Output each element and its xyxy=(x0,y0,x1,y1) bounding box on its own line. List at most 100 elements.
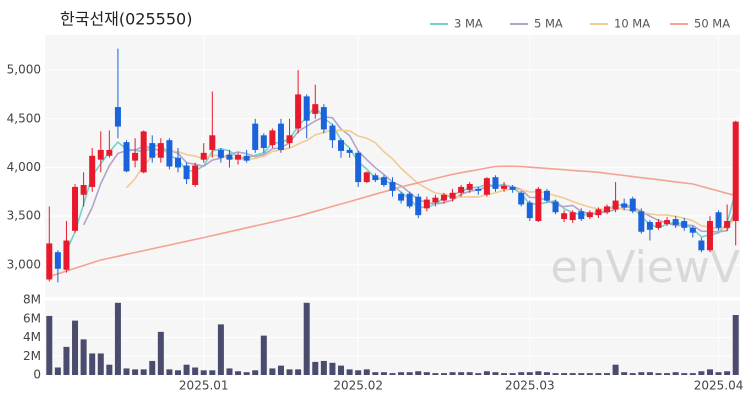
candle-body xyxy=(561,213,568,220)
volume-bar xyxy=(569,373,576,375)
candle-body xyxy=(97,149,104,160)
volume-bar xyxy=(458,372,465,375)
candle-body xyxy=(192,165,199,185)
candle-body xyxy=(664,220,671,224)
volume-bar xyxy=(243,372,250,375)
volume-bar xyxy=(157,331,164,375)
candle-body xyxy=(526,202,533,219)
x-tick-label: 2025.02 xyxy=(333,379,383,393)
candle-body xyxy=(346,149,353,153)
volume-bar xyxy=(715,372,722,375)
volume-bar xyxy=(604,373,611,375)
y-tick-label: 4,000 xyxy=(7,160,41,174)
volume-bar xyxy=(449,372,456,375)
volume-bar xyxy=(732,315,739,375)
volume-bar xyxy=(398,372,405,375)
candle-body xyxy=(578,211,585,220)
legend-label: 10 MA xyxy=(614,17,650,31)
candle-body xyxy=(604,206,611,213)
candle-body xyxy=(629,198,636,212)
y-tick-label: 3,000 xyxy=(7,257,41,271)
volume-bar xyxy=(483,371,490,375)
candle-body xyxy=(552,201,559,213)
volume-bar xyxy=(363,369,370,375)
candle-body xyxy=(569,212,576,221)
candle-body xyxy=(286,135,293,144)
candle-body xyxy=(80,184,87,195)
volume-bar xyxy=(252,370,259,375)
volume-bar xyxy=(183,364,190,375)
volume-bar xyxy=(672,372,679,375)
watermark: enViewV xyxy=(551,242,740,293)
volume-bar xyxy=(475,373,482,375)
volume-bar xyxy=(406,372,413,375)
y-tick-label: 3,500 xyxy=(7,209,41,223)
candle-body xyxy=(492,177,499,189)
volume-bar xyxy=(63,346,70,375)
volume-bar xyxy=(97,353,104,375)
candle-body xyxy=(63,240,70,270)
candle-body xyxy=(89,155,96,187)
candle-body xyxy=(380,177,387,185)
volume-bar xyxy=(724,371,731,375)
volume-bar xyxy=(123,368,130,375)
volume-bar xyxy=(646,372,653,375)
candle-body xyxy=(698,240,705,251)
volume-bar xyxy=(320,360,327,375)
volume-bar xyxy=(655,373,662,375)
candle-body xyxy=(277,123,284,150)
volume-bar xyxy=(552,373,559,375)
candle-body xyxy=(638,211,645,232)
legend-label: 50 MA xyxy=(694,17,730,31)
volume-bar xyxy=(595,373,602,375)
volume-bar xyxy=(46,315,53,375)
candle-body xyxy=(475,188,482,191)
candle-body xyxy=(595,209,602,216)
volume-bar xyxy=(303,302,310,375)
candle-body xyxy=(372,175,379,181)
y-tick-label: 6M xyxy=(23,311,41,325)
volume-bar xyxy=(638,372,645,375)
candle-body xyxy=(183,165,190,180)
candle-body xyxy=(689,227,696,233)
candle-body xyxy=(157,143,164,158)
x-tick-label: 2025.04 xyxy=(694,379,744,393)
candle-body xyxy=(415,196,422,216)
volume-bar xyxy=(226,368,233,375)
candle-body xyxy=(303,96,310,121)
volume-bar xyxy=(295,369,302,375)
candle-body xyxy=(543,190,550,201)
candle-body xyxy=(295,94,302,129)
volume-bar xyxy=(235,371,242,375)
candle-body xyxy=(449,192,456,199)
volume-bar xyxy=(329,362,336,375)
candle-body xyxy=(466,184,473,190)
volume-bar xyxy=(192,367,199,375)
candle-body xyxy=(655,222,662,228)
volume-bar xyxy=(286,369,293,375)
volume-bar xyxy=(501,373,508,375)
candle-body xyxy=(226,154,233,160)
legend-label: 5 MA xyxy=(534,17,563,31)
candle-body xyxy=(132,152,139,161)
volume-bar xyxy=(260,335,267,375)
candle-body xyxy=(398,193,405,201)
price-panel xyxy=(45,35,740,297)
candle-body xyxy=(586,212,593,218)
candle-body xyxy=(458,186,465,193)
candle-body xyxy=(166,140,173,167)
candle-body xyxy=(338,140,345,151)
x-tick-label: 2025.01 xyxy=(179,379,229,393)
volume-bar xyxy=(543,372,550,375)
candle-body xyxy=(243,155,250,161)
candle-body xyxy=(174,157,181,168)
volume-bar xyxy=(372,372,379,375)
candle-body xyxy=(724,221,731,228)
candle-body xyxy=(260,135,267,148)
volume-bar xyxy=(492,372,499,375)
candle-body xyxy=(621,203,628,208)
candle-body xyxy=(406,193,413,207)
y-tick-label: 0 xyxy=(33,368,41,382)
volume-bar xyxy=(535,371,542,375)
candle-body xyxy=(269,130,276,146)
